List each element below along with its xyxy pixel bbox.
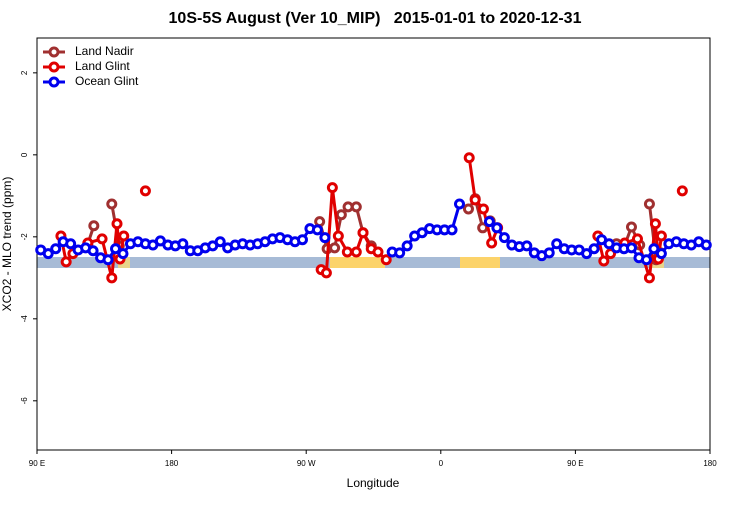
- point: [625, 242, 637, 254]
- legend-swatch-point: [48, 46, 60, 58]
- x-tick-label: 90 E: [29, 459, 45, 468]
- point: [110, 243, 122, 255]
- x-tick-label: 90 W: [297, 459, 316, 468]
- legend-label: Land Glint: [75, 59, 130, 73]
- point: [598, 255, 610, 267]
- point: [581, 248, 593, 260]
- legend-label: Ocean Glint: [75, 74, 139, 88]
- point: [50, 243, 62, 255]
- point: [96, 233, 108, 245]
- x-tick-label: 180: [703, 459, 717, 468]
- point: [486, 237, 498, 249]
- point: [655, 248, 667, 260]
- x-tick-label: 180: [165, 459, 179, 468]
- point: [643, 198, 655, 210]
- point: [463, 152, 475, 164]
- x-tick-label: 0: [439, 459, 444, 468]
- point: [521, 240, 533, 252]
- y-tick-label: 0: [20, 152, 29, 157]
- point: [453, 198, 465, 210]
- point: [640, 254, 652, 266]
- point: [491, 222, 503, 234]
- point: [118, 230, 130, 242]
- point: [87, 245, 99, 257]
- point: [625, 221, 637, 233]
- point: [214, 236, 226, 248]
- point: [631, 233, 643, 245]
- point: [483, 216, 495, 228]
- point: [372, 246, 384, 258]
- point: [543, 247, 555, 259]
- x-tick-label: 90 E: [567, 459, 583, 468]
- y-tick-label: -2: [20, 233, 29, 241]
- point: [65, 238, 77, 250]
- point: [332, 230, 344, 242]
- point: [462, 203, 474, 215]
- point: [401, 240, 413, 252]
- point: [477, 203, 489, 215]
- point: [394, 247, 406, 259]
- point: [177, 238, 189, 250]
- point: [477, 222, 489, 234]
- legend-label: Land Nadir: [75, 44, 134, 58]
- point: [319, 232, 331, 244]
- point: [469, 194, 481, 206]
- chart-title: 10S-5S August (Ver 10_MIP) 2015-01-01 to…: [169, 10, 582, 27]
- point: [42, 248, 54, 260]
- point: [60, 256, 72, 268]
- point: [350, 201, 362, 213]
- point: [296, 234, 308, 246]
- point: [588, 243, 600, 255]
- point: [106, 272, 118, 284]
- y-tick-label: 2: [20, 70, 29, 75]
- point: [655, 230, 667, 242]
- legend-swatch-point: [48, 76, 60, 88]
- point: [320, 267, 332, 279]
- point: [350, 246, 362, 258]
- point: [341, 246, 353, 258]
- point: [648, 243, 660, 255]
- point: [643, 272, 655, 284]
- point: [106, 198, 118, 210]
- point: [551, 238, 563, 250]
- x-axis-label: Longitude: [347, 476, 400, 490]
- land-band: [330, 257, 385, 268]
- y-axis-label: XCO2 - MLO trend (ppm): [0, 177, 14, 312]
- point: [676, 185, 688, 197]
- point: [329, 242, 341, 254]
- point: [357, 227, 369, 239]
- y-tick-label: -4: [20, 315, 29, 323]
- land-band: [460, 257, 500, 268]
- point: [335, 209, 347, 221]
- point: [111, 218, 123, 230]
- point: [102, 254, 114, 266]
- point: [649, 218, 661, 230]
- point: [117, 248, 129, 260]
- point: [446, 224, 458, 236]
- point: [326, 182, 338, 194]
- legend-swatch-point: [48, 61, 60, 73]
- point: [88, 220, 100, 232]
- point: [380, 254, 392, 266]
- y-tick-label: -6: [20, 397, 29, 405]
- point: [139, 185, 151, 197]
- point: [498, 232, 510, 244]
- point: [700, 239, 712, 251]
- point: [311, 224, 323, 236]
